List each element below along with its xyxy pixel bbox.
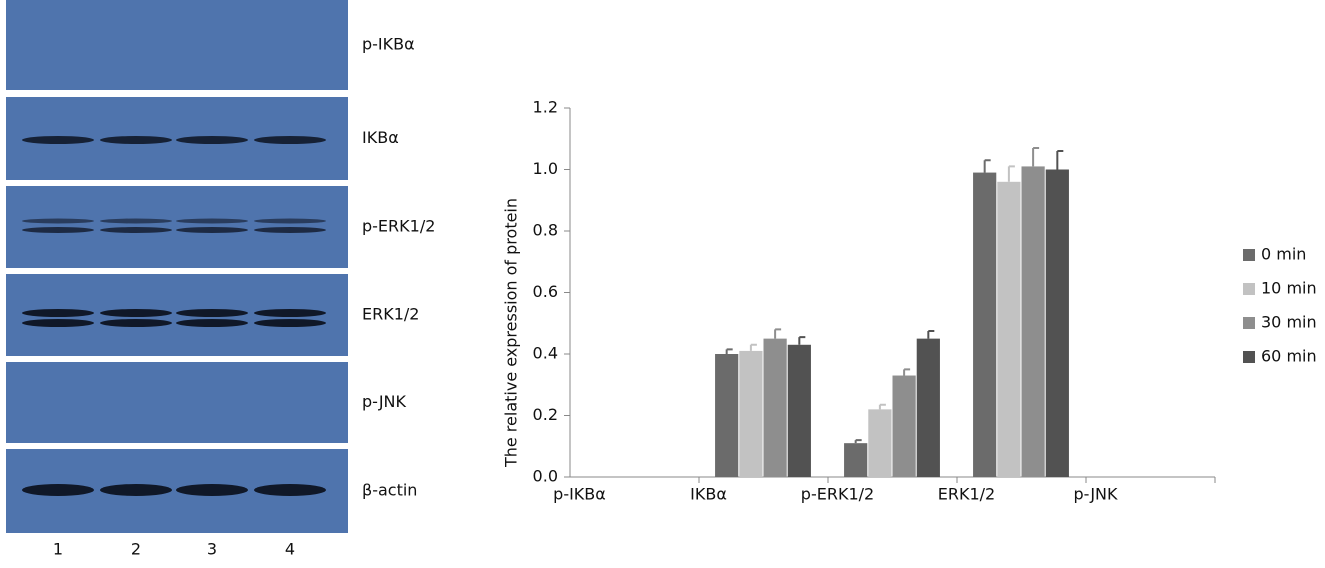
y-tick-label: 0.4 <box>533 344 558 363</box>
error-bar <box>856 440 862 443</box>
bar <box>739 351 762 477</box>
bar <box>973 173 996 477</box>
bar <box>1022 166 1045 477</box>
bar <box>868 409 891 477</box>
legend-swatch <box>1243 351 1255 363</box>
blot-band <box>100 319 172 327</box>
blot-band <box>100 136 172 144</box>
x-tick-label: p-ERK1/2 <box>801 485 874 504</box>
blot-band <box>22 484 94 496</box>
blot-band <box>22 319 94 327</box>
error-bar <box>727 349 733 354</box>
error-bar <box>799 337 805 345</box>
blot-band <box>176 219 248 224</box>
blot-band <box>254 484 326 496</box>
legend-swatch <box>1243 283 1255 295</box>
blot-band <box>22 136 94 144</box>
bar <box>715 354 738 477</box>
blot-band <box>22 309 94 317</box>
blot-label: p-IKBα <box>362 35 415 54</box>
legend-label: 30 min <box>1261 313 1317 332</box>
blot-label: p-ERK1/2 <box>362 217 435 236</box>
figure: p-IKBα IKBα p-ERK1/2 ERK1/2 p-JNK β-actin 1 2 3 4… <box>0 0 1325 564</box>
y-tick-label: 0.2 <box>533 405 558 424</box>
bar <box>1046 170 1069 478</box>
bar <box>917 339 940 477</box>
blot-label: β-actin <box>362 481 417 500</box>
error-bar <box>985 160 991 172</box>
blot-band <box>22 219 94 224</box>
error-bar <box>1009 166 1015 181</box>
bar <box>893 376 916 477</box>
blot-band <box>176 136 248 144</box>
blot-band <box>254 219 326 224</box>
error-bar <box>775 329 781 338</box>
y-tick-label: 1.2 <box>533 98 558 117</box>
legend-label: 10 min <box>1261 279 1317 298</box>
error-bar <box>904 369 910 375</box>
blot-panel <box>6 0 348 90</box>
y-tick-label: 0.6 <box>533 282 558 301</box>
legend-swatch <box>1243 249 1255 261</box>
x-tick-label: p-JNK <box>1074 485 1119 504</box>
x-tick-label: p-IKBα <box>553 485 606 504</box>
x-tick-label: IKBα <box>690 485 727 504</box>
blot-band <box>100 484 172 496</box>
blot-panel <box>6 186 348 268</box>
x-tick-label: ERK1/2 <box>938 485 995 504</box>
blot-band <box>254 227 326 233</box>
lane-label: 4 <box>285 540 295 559</box>
blot-band <box>22 227 94 233</box>
error-bar <box>751 345 757 351</box>
y-axis-label: The relative expression of protein <box>502 198 521 468</box>
error-bar <box>928 331 934 339</box>
blot-band <box>100 309 172 317</box>
blot-panel <box>6 362 348 443</box>
error-bar <box>1033 148 1039 166</box>
error-bar <box>880 405 886 410</box>
y-tick-label: 0.8 <box>533 221 558 240</box>
blot-band <box>254 309 326 317</box>
lane-label: 1 <box>53 540 63 559</box>
legend-label: 60 min <box>1261 347 1317 366</box>
blot-band <box>100 219 172 224</box>
bar <box>788 345 811 477</box>
legend-label: 0 min <box>1261 245 1306 264</box>
blot-label: ERK1/2 <box>362 305 419 324</box>
blot-band <box>254 319 326 327</box>
lane-label: 2 <box>131 540 141 559</box>
lane-label: 3 <box>207 540 217 559</box>
blot-band <box>254 136 326 144</box>
bar <box>764 339 787 477</box>
blot-band <box>176 227 248 233</box>
blot-label: IKBα <box>362 128 399 147</box>
blot-band <box>176 319 248 327</box>
blot-band <box>176 309 248 317</box>
y-tick-label: 0.0 <box>533 467 558 486</box>
blot-label: p-JNK <box>362 392 407 411</box>
blot-band <box>100 227 172 233</box>
bar <box>844 443 867 477</box>
legend-swatch <box>1243 317 1255 329</box>
bar <box>997 182 1020 477</box>
blot-band <box>176 484 248 496</box>
y-tick-label: 1.0 <box>533 159 558 178</box>
error-bar <box>1057 151 1063 169</box>
